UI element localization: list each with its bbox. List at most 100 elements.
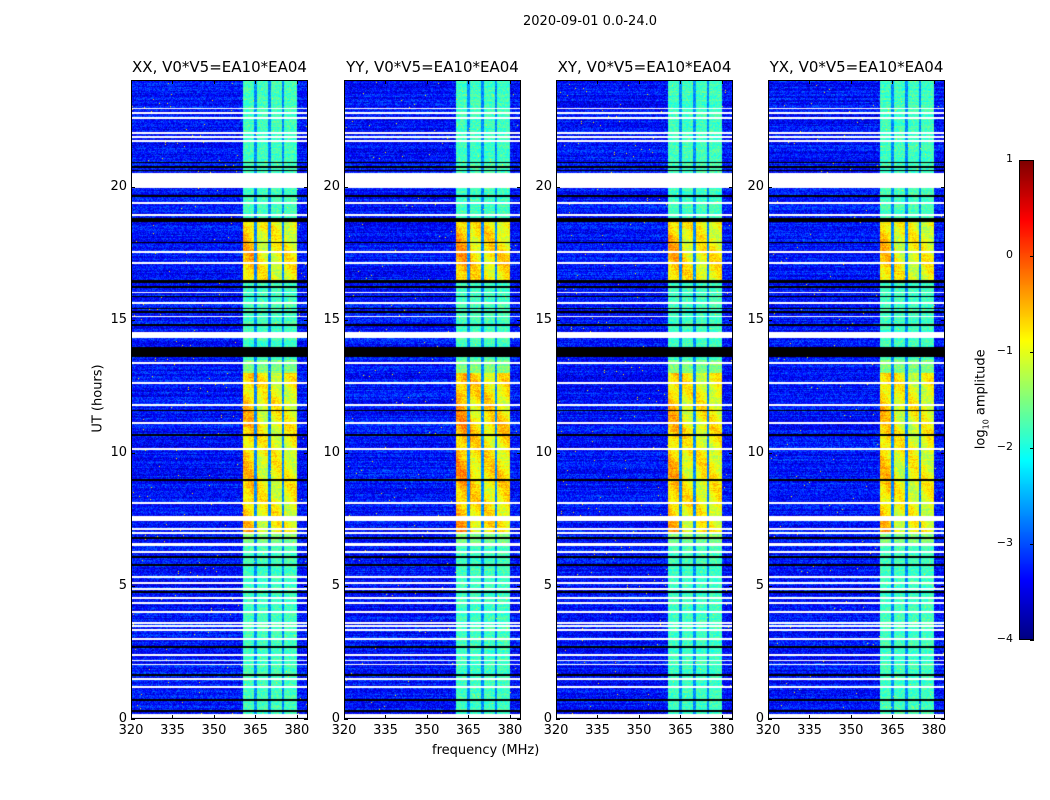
y-axis-label: UT (hours) <box>90 364 106 433</box>
x-tick-mark <box>255 80 257 84</box>
x-tick-mark <box>131 80 132 84</box>
panel-title: XY, V0*V5=EA10*EA04 <box>557 58 732 76</box>
y-tick-mark <box>517 719 521 720</box>
y-tick-label: 5 <box>543 577 552 593</box>
y-tick-label: 5 <box>755 577 764 593</box>
y-tick-label: 20 <box>535 178 552 194</box>
colorbar-tick-mark <box>1030 640 1034 641</box>
colorbar-label: log10 amplitude <box>974 339 991 459</box>
y-tick-mark <box>344 585 348 587</box>
x-tick-mark <box>892 715 894 719</box>
x-tick-mark <box>933 715 935 719</box>
y-tick-label: 0 <box>543 711 552 726</box>
colorbar-tick-mark <box>1030 160 1034 161</box>
x-tick-label: 320 <box>755 723 781 738</box>
x-tick-mark <box>509 715 511 719</box>
y-tick-label: 10 <box>535 444 552 460</box>
y-tick-mark <box>941 585 945 587</box>
colorbar-tick-mark <box>1030 448 1034 449</box>
figure-title: 2020-09-01 0.0-24.0 <box>523 14 657 29</box>
y-tick-label: 20 <box>747 178 764 194</box>
x-tick-label: 350 <box>414 723 440 738</box>
x-tick-label: 350 <box>201 723 227 738</box>
y-tick-mark <box>304 452 308 454</box>
x-tick-mark <box>468 715 470 719</box>
x-tick-label: 380 <box>497 723 523 738</box>
y-tick-mark <box>729 452 733 454</box>
x-axis-label: frequency (MHz) <box>432 743 540 758</box>
y-tick-mark <box>304 585 308 587</box>
x-tick-mark <box>850 80 852 84</box>
colorbar-label-rest: amplitude <box>973 349 989 420</box>
y-tick-label: 10 <box>110 444 127 460</box>
colorbar-tick-label: −4 <box>996 632 1013 645</box>
heatmap-panel-2 <box>344 80 521 719</box>
heatmap-panel-3 <box>556 80 733 719</box>
colorbar-tick-mark <box>1030 352 1034 353</box>
x-tick-mark <box>426 80 428 84</box>
y-tick-label: 0 <box>331 711 340 726</box>
x-tick-mark <box>556 80 557 84</box>
x-tick-mark <box>850 715 852 719</box>
x-tick-label: 320 <box>118 723 144 738</box>
x-tick-label: 350 <box>838 723 864 738</box>
y-tick-label: 10 <box>747 444 764 460</box>
y-tick-mark <box>556 186 560 188</box>
x-tick-mark <box>809 715 811 719</box>
y-tick-mark <box>768 186 772 188</box>
panel-title: YY, V0*V5=EA10*EA04 <box>346 58 519 76</box>
x-tick-label: 320 <box>543 723 569 738</box>
x-tick-mark <box>385 80 387 84</box>
colorbar-tick-mark <box>1030 544 1034 545</box>
y-tick-label: 0 <box>118 711 127 726</box>
x-tick-mark <box>721 715 723 719</box>
y-tick-mark <box>344 319 348 321</box>
x-tick-mark <box>213 80 215 84</box>
x-tick-mark <box>509 80 511 84</box>
x-tick-mark <box>892 80 894 84</box>
x-tick-mark <box>638 715 640 719</box>
colorbar-tick-label: 1 <box>1006 152 1013 165</box>
y-tick-mark <box>517 585 521 587</box>
y-tick-label: 10 <box>323 444 340 460</box>
x-tick-mark <box>131 715 132 719</box>
colorbar-tick-label: 0 <box>1006 248 1013 261</box>
x-tick-mark <box>296 715 298 719</box>
y-tick-label: 15 <box>323 311 340 327</box>
y-tick-mark <box>131 452 135 454</box>
x-tick-label: 320 <box>331 723 357 738</box>
x-tick-mark <box>638 80 640 84</box>
x-tick-label: 380 <box>921 723 947 738</box>
y-tick-mark <box>556 585 560 587</box>
x-tick-mark <box>597 80 599 84</box>
y-tick-mark <box>131 585 135 587</box>
y-tick-mark <box>941 719 945 720</box>
x-tick-label: 350 <box>626 723 652 738</box>
y-tick-mark <box>517 452 521 454</box>
y-tick-mark <box>729 186 733 188</box>
colorbar-tick-mark <box>1030 256 1034 257</box>
y-tick-label: 15 <box>747 311 764 327</box>
x-tick-label: 365 <box>880 723 905 738</box>
x-tick-mark <box>597 715 599 719</box>
colorbar-tick-label: −2 <box>996 440 1013 453</box>
panel-title: YX, V0*V5=EA10*EA04 <box>769 58 944 76</box>
x-tick-label: 380 <box>709 723 735 738</box>
x-tick-mark <box>426 715 428 719</box>
x-tick-mark <box>344 80 345 84</box>
y-tick-mark <box>131 319 135 321</box>
y-tick-mark <box>556 719 560 720</box>
x-tick-mark <box>385 715 387 719</box>
y-tick-label: 20 <box>323 178 340 194</box>
y-tick-mark <box>344 452 348 454</box>
x-tick-label: 365 <box>668 723 693 738</box>
y-tick-label: 5 <box>118 577 127 593</box>
x-tick-mark <box>680 80 682 84</box>
x-tick-label: 365 <box>456 723 481 738</box>
x-tick-label: 335 <box>373 723 398 738</box>
x-tick-mark <box>172 80 174 84</box>
x-tick-label: 335 <box>160 723 185 738</box>
x-tick-label: 365 <box>243 723 268 738</box>
y-tick-mark <box>556 452 560 454</box>
y-tick-mark <box>729 719 733 720</box>
